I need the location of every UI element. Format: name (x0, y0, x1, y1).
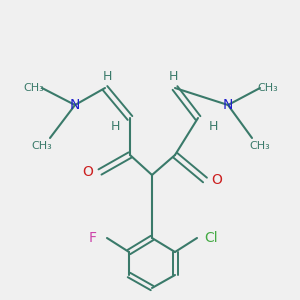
Text: H: H (168, 70, 178, 83)
Text: CH₃: CH₃ (258, 83, 278, 93)
Text: CH₃: CH₃ (250, 141, 270, 151)
Text: N: N (70, 98, 80, 112)
Text: O: O (82, 165, 93, 179)
Text: F: F (89, 231, 97, 245)
Text: CH₃: CH₃ (24, 83, 44, 93)
Text: H: H (110, 119, 120, 133)
Text: O: O (212, 173, 222, 187)
Text: CH₃: CH₃ (32, 141, 52, 151)
Text: H: H (102, 70, 112, 83)
Text: H: H (208, 119, 218, 133)
Text: N: N (223, 98, 233, 112)
Text: Cl: Cl (204, 231, 218, 245)
